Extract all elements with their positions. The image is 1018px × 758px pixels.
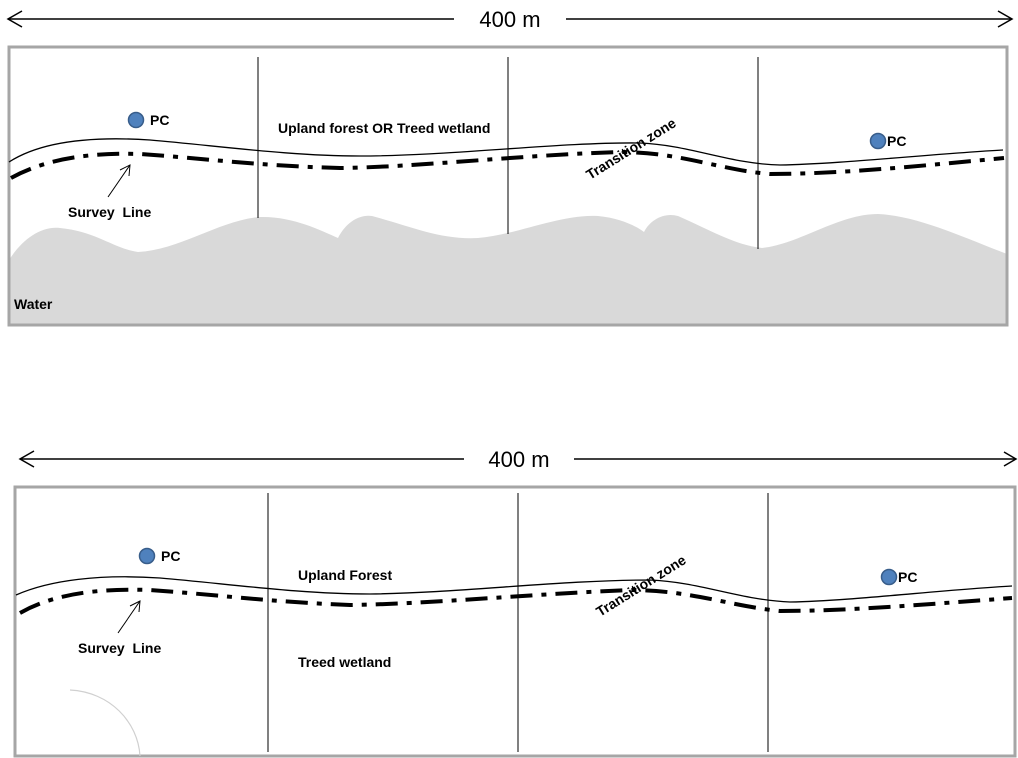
top-water-area (9, 214, 1007, 325)
top-survey-pointer-arrow (107, 164, 131, 198)
bottom-survey-pointer-arrow (117, 600, 141, 634)
bottom-panel-frame (13, 485, 1017, 758)
top-dimension-label: 400 m (479, 7, 540, 32)
top-pc-label-1: PC (150, 112, 169, 128)
bottom-dimension-arrow: 400 m (18, 447, 1018, 472)
bottom-pc-label-2: PC (898, 569, 917, 585)
bottom-upland-label: Upland Forest (298, 567, 392, 583)
top-survey-label: Survey Line (68, 204, 151, 220)
bottom-survey-line (19, 587, 1013, 615)
bottom-pc-label-1: PC (161, 548, 180, 564)
bottom-dimension-label: 400 m (488, 447, 549, 472)
top-habitat-label: Upland forest OR Treed wetland (278, 120, 490, 136)
bottom-transition-label: Transition zone (593, 551, 689, 619)
bottom-panel: 400 m PC PC Upland Forest Treed wetland … (13, 447, 1018, 758)
top-habitat-boundary-line (8, 138, 1004, 166)
bottom-pc-point-1 (138, 547, 156, 565)
top-transition-label: Transition zone (583, 114, 679, 182)
top-dimension-arrow: 400 m (6, 7, 1014, 32)
top-pc-label-2: PC (887, 133, 906, 149)
top-water-label: Water (14, 296, 53, 312)
top-panel: 400 m PC PC Upland forest OR Treed wetla… (6, 7, 1014, 327)
bottom-survey-label: Survey Line (78, 640, 161, 656)
top-panel-frame (7, 45, 1009, 327)
bottom-faint-arc (69, 689, 141, 757)
top-survey-line (10, 149, 1005, 180)
bottom-wetland-label: Treed wetland (298, 654, 391, 670)
top-pc-point-1 (127, 111, 145, 129)
top-pc-point-2 (869, 132, 887, 150)
bottom-habitat-boundary-line (15, 576, 1013, 603)
bottom-pc-point-2 (880, 568, 898, 586)
